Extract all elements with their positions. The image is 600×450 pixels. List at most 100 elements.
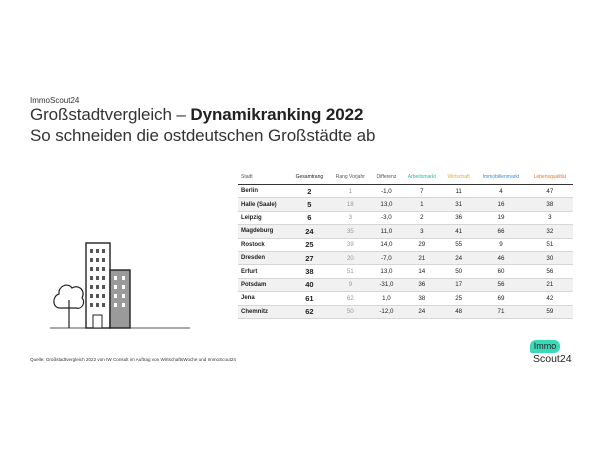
cell-city: Rostock [238, 238, 290, 252]
cell-previous-rank: 50 [329, 305, 372, 319]
logo-scout24: Scout24 [533, 353, 572, 365]
cell-labour-market: 7 [401, 184, 443, 199]
cell-city: Jena [238, 291, 290, 306]
table-row: Potsdam 40 9 -31,0 36 17 56 21 [238, 278, 573, 293]
cell-economy: 48 [442, 305, 476, 319]
cell-labour-market: 21 [401, 251, 443, 266]
cell-city: Erfurt [238, 264, 290, 279]
immoscout24-logo: Immo Scout24 [530, 340, 572, 366]
cell-city: Chemnitz [238, 305, 290, 319]
tall-building-icon [85, 242, 111, 329]
cell-difference: -1,0 [371, 184, 402, 199]
cell-economy: 24 [442, 251, 476, 266]
cell-quality-of-life: 47 [526, 184, 573, 199]
table-row: Leipzig 6 3 -3,0 2 36 19 3 [238, 211, 573, 226]
cell-real-estate: 9 [475, 238, 527, 252]
cell-difference: -3,0 [371, 211, 402, 226]
table-row: Erfurt 38 51 13,0 14 50 60 56 [238, 264, 573, 279]
cell-total-rank: 6 [289, 211, 330, 226]
logo-immo: Immo [530, 340, 560, 353]
cell-economy: 17 [442, 278, 476, 293]
title-light: Großstadtvergleich – [30, 105, 191, 124]
header-quality-of-life: Lebensqualität [526, 170, 573, 185]
page-title: Großstadtvergleich – Dynamikranking 2022 [30, 105, 363, 125]
cell-total-rank: 27 [289, 251, 330, 266]
cell-city: Potsdam [238, 278, 290, 293]
cell-economy: 41 [442, 224, 476, 239]
cell-quality-of-life: 30 [526, 251, 573, 266]
cell-real-estate: 71 [475, 305, 527, 319]
table-row: Rostock 25 39 14,0 29 55 9 51 [238, 238, 573, 252]
source-note: Quelle: Großstadtvergleich 2022 von IW C… [30, 357, 236, 362]
title-bold: Dynamikranking 2022 [190, 105, 364, 124]
table-header-row: Stadt Gesamtrang Rang Vorjahr Differenz … [238, 170, 573, 185]
table-row: Chemnitz 62 50 -12,0 24 48 71 59 [238, 305, 573, 319]
header-total-rank: Gesamtrang [289, 170, 330, 185]
cell-economy: 36 [442, 211, 476, 226]
table-row: Jena 61 62 1,0 38 25 69 42 [238, 291, 573, 306]
cell-economy: 31 [442, 197, 476, 212]
cell-quality-of-life: 59 [526, 305, 573, 319]
cell-quality-of-life: 42 [526, 291, 573, 306]
cell-difference: 14,0 [371, 238, 402, 252]
cell-city: Berlin [238, 184, 290, 199]
cell-real-estate: 4 [475, 184, 527, 199]
cell-total-rank: 25 [289, 238, 330, 252]
tree-icon [53, 284, 85, 328]
table-row: Berlin 2 1 -1,0 7 11 4 47 [238, 184, 573, 199]
city-illustration [50, 242, 190, 329]
table-row: Dresden 27 20 -7,0 21 24 46 30 [238, 251, 573, 266]
cell-economy: 55 [442, 238, 476, 252]
cell-difference: -31,0 [371, 278, 402, 293]
cell-labour-market: 14 [401, 264, 443, 279]
ranking-table: Stadt Gesamtrang Rang Vorjahr Differenz … [238, 170, 573, 319]
header-city: Stadt [238, 170, 290, 185]
header-real-estate: Immobilienmarkt [475, 170, 527, 185]
cell-previous-rank: 39 [329, 238, 372, 252]
cell-previous-rank: 3 [329, 211, 372, 226]
cell-real-estate: 69 [475, 291, 527, 306]
cell-economy: 25 [442, 291, 476, 306]
cell-total-rank: 62 [289, 305, 330, 319]
cell-labour-market: 36 [401, 278, 443, 293]
cell-previous-rank: 1 [329, 184, 372, 199]
cell-previous-rank: 9 [329, 278, 372, 293]
cell-labour-market: 24 [401, 305, 443, 319]
short-building-icon [109, 269, 131, 329]
cell-city: Halle (Saale) [238, 197, 290, 212]
page-subtitle: So schneiden die ostdeutschen Großstädte… [30, 126, 376, 145]
cell-difference: -7,0 [371, 251, 402, 266]
cell-real-estate: 56 [475, 278, 527, 293]
brand-name: ImmoScout24 [30, 96, 80, 105]
cell-total-rank: 38 [289, 264, 330, 279]
cell-total-rank: 5 [289, 197, 330, 212]
cell-quality-of-life: 56 [526, 264, 573, 279]
cell-city: Magdeburg [238, 224, 290, 239]
cell-quality-of-life: 32 [526, 224, 573, 239]
cell-previous-rank: 20 [329, 251, 372, 266]
cell-labour-market: 38 [401, 291, 443, 306]
cell-total-rank: 2 [289, 184, 330, 199]
cell-city: Dresden [238, 251, 290, 266]
cell-previous-rank: 35 [329, 224, 372, 239]
cell-previous-rank: 51 [329, 264, 372, 279]
table-row: Magdeburg 24 35 11,0 3 41 66 32 [238, 224, 573, 239]
cell-quality-of-life: 3 [526, 211, 573, 226]
cell-labour-market: 1 [401, 197, 443, 212]
cell-total-rank: 40 [289, 278, 330, 293]
cell-city: Leipzig [238, 211, 290, 226]
cell-real-estate: 66 [475, 224, 527, 239]
cell-difference: 1,0 [371, 291, 402, 306]
cell-economy: 50 [442, 264, 476, 279]
cell-real-estate: 46 [475, 251, 527, 266]
header-previous-rank: Rang Vorjahr [329, 170, 372, 185]
header-difference: Differenz [371, 170, 402, 185]
cell-quality-of-life: 38 [526, 197, 573, 212]
header-economy: Wirtschaft [442, 170, 476, 185]
cell-economy: 11 [442, 184, 476, 199]
cell-difference: 13,0 [371, 197, 402, 212]
cell-real-estate: 16 [475, 197, 527, 212]
cell-total-rank: 24 [289, 224, 330, 239]
cell-total-rank: 61 [289, 291, 330, 306]
cell-quality-of-life: 51 [526, 238, 573, 252]
